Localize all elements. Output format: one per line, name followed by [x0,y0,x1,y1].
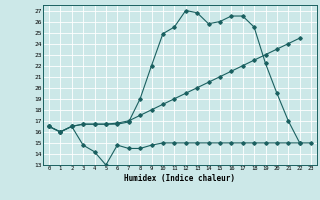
X-axis label: Humidex (Indice chaleur): Humidex (Indice chaleur) [124,174,236,183]
